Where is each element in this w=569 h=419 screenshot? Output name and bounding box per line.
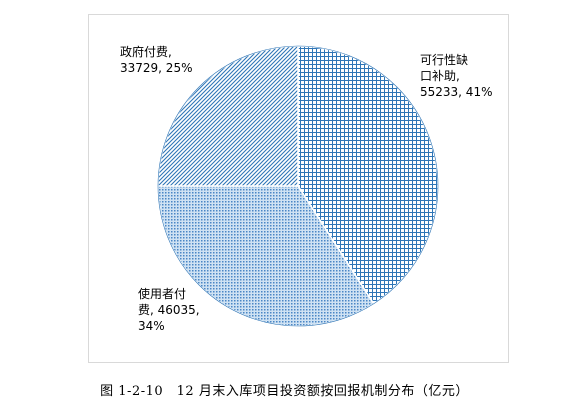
slice-label-user-fee: 使用者付 费, 46035, 34% bbox=[138, 287, 200, 333]
pie-slices bbox=[157, 45, 439, 327]
slice-label-feasibility-gap-subsidy: 可行性缺 口补助, 55233, 41% bbox=[420, 53, 493, 99]
slice-label-government-payment: 政府付费, 33729, 25% bbox=[120, 45, 193, 75]
pie-outline bbox=[157, 45, 439, 327]
figure-caption: 图 1-2-10 12 月末入库项目投资额按回报机制分布（亿元） bbox=[100, 384, 469, 399]
